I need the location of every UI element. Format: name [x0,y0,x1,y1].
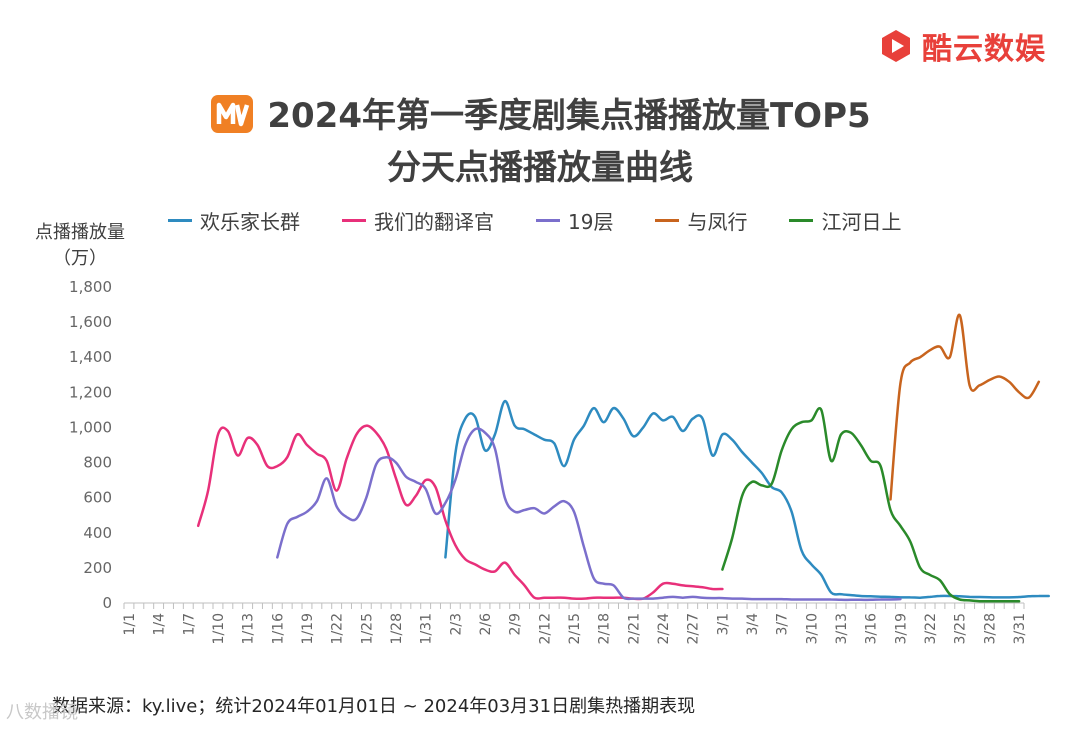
y-tick-label: 1,200 [69,383,112,401]
x-tick-label: 1/22 [330,613,346,644]
x-tick-label: 1/31 [419,613,435,644]
y-axis-label-line1: 点播播放量 [35,222,125,243]
x-tick-label: 1/25 [359,613,375,644]
source-note: 数据来源：ky.live；统计2024年01月01日 ~ 2024年03月31日… [52,696,696,717]
play-logo-icon [882,30,910,62]
x-tick-label: 1/19 [300,613,316,644]
legend-label: 欢乐家长群 [200,210,300,234]
legend-label: 我们的翻译官 [374,210,494,234]
x-tick-label: 2/27 [686,613,702,644]
series-line [721,407,1021,603]
x-tick-label: 1/10 [211,613,227,644]
x-tick-label: 2/15 [567,613,583,644]
x-tick-label: 3/13 [834,613,850,644]
series-line [276,427,902,602]
x-tick-label: 3/19 [893,613,909,644]
chart-subtitle: 分天点播播放量曲线 [387,148,693,188]
legend-swatch [342,219,366,222]
y-axis-label-line2: （万） [53,248,107,269]
x-tick-label: 2/21 [626,613,642,644]
x-tick-label: 1/4 [152,613,168,636]
x-tick-label: 2/12 [537,613,553,644]
x-tick-label: 2/24 [656,613,672,645]
legend-item: 与凤行 [655,206,747,235]
legend-item: 我们的翻译官 [342,206,494,235]
legend-swatch [789,219,814,222]
y-tick-label: 400 [83,524,112,542]
series-line [444,399,1050,599]
x-tick-label: 1/28 [389,613,405,644]
legend-label: 与凤行 [687,210,748,234]
x-tick-label: 3/22 [923,613,939,644]
y-tick-label: 1,800 [69,278,112,296]
x-tick-label: 3/1 [715,613,731,636]
x-tick-label: 3/7 [775,613,791,636]
brand-name: 酷云数娱 [922,32,1046,67]
brand-logo: 酷云数娱 [878,24,1046,68]
y-tick-label: 1,600 [69,313,112,331]
x-tick-label: 3/31 [1012,613,1028,644]
legend-item: 欢乐家长群 [168,206,300,235]
mango-tv-logo-icon [211,94,254,133]
chart-title: 2024年第一季度剧集点播播放量TOP5 [0,88,1080,137]
y-tick-label: 200 [83,559,112,577]
x-tick-label: 2/18 [597,613,613,644]
series-line [889,313,1041,501]
legend-item: 江河日上 [789,206,901,235]
x-tick-label: 3/28 [982,613,998,644]
y-axis-label: 点播播放量 （万） [26,220,134,272]
legend-swatch [168,219,192,222]
chart-legend: 欢乐家长群 我们的翻译官 19层 与凤行 江河日上 [168,206,943,235]
legend-label: 19层 [568,210,614,234]
x-tick-label: 1/13 [241,613,257,644]
x-tick-label: 2/9 [508,613,524,636]
x-tick-label: 3/25 [953,613,969,644]
legend-label: 江河日上 [821,210,902,234]
y-tick-label: 1,000 [69,418,112,436]
legend-item: 19层 [536,206,613,235]
y-tick-label: 600 [83,489,112,507]
series-line [196,424,724,601]
x-tick-label: 1/7 [181,613,197,636]
x-tick-label: 2/6 [478,613,494,636]
x-tick-label: 3/4 [745,613,761,636]
y-tick-label: 1,400 [69,348,112,366]
x-tick-label: 2/3 [448,613,464,636]
y-tick-label: 800 [83,454,112,472]
legend-swatch [655,219,680,222]
chart-title-line1: 2024年第一季度剧集点播播放量TOP5 [267,96,871,136]
x-tick-label: 1/1 [122,613,138,636]
x-tick-label: 3/16 [864,613,880,645]
x-tick-label: 3/10 [804,613,820,644]
legend-swatch [536,219,560,222]
x-tick-label: 1/16 [270,613,286,645]
y-tick-label: 0 [102,594,112,612]
watermark: 八数播镜 [6,702,78,723]
